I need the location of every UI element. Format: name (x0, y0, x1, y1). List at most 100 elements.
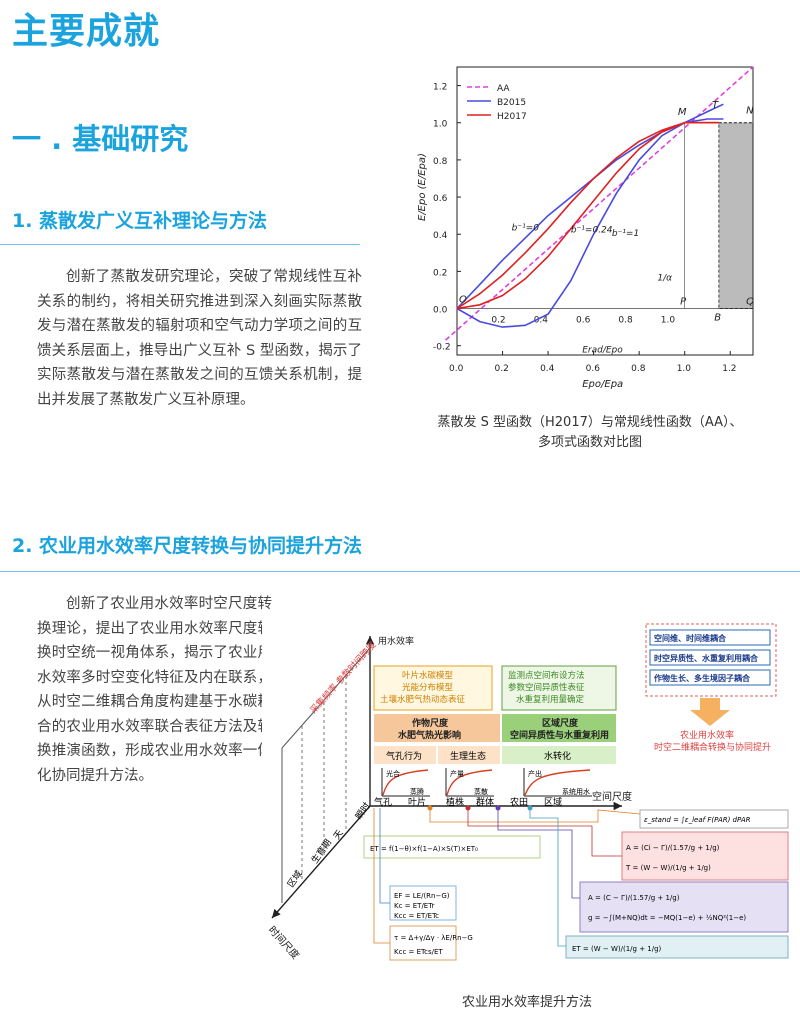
figure-1-caption-line2: 多项式函数对比图 (537, 435, 642, 450)
leaf-model-line: 叶片水碳模型 (402, 670, 454, 681)
connector (379, 808, 390, 904)
formula-box-1 (639, 809, 789, 829)
formula-box-3 (579, 881, 789, 933)
y-tick-label: -0.2 (433, 343, 451, 353)
inner-x-axis-label: Erad/Epo (582, 346, 623, 356)
inner-tick-label: 0.8 (618, 316, 633, 326)
x-tick-label: 1.2 (722, 364, 736, 374)
leaf-model-line: 土壤水肥气热动态表征 (380, 694, 466, 705)
y-tick-label: 0.8 (433, 157, 448, 167)
plot-frame (456, 66, 754, 356)
formula-7b: Kcc = ETcs/ET (394, 948, 443, 956)
leaf-model-box (373, 665, 493, 711)
formula-3b: g = −∫(M+NQ)dt = −MQ(1−e) + ½NQ²(1−e) (588, 914, 746, 922)
panel-ylabel: 光合 (386, 769, 400, 778)
y-tick-label: 1.0 (433, 120, 448, 130)
space-scale-label: 气孔 (374, 796, 392, 808)
panel-title: 水转化 (544, 750, 571, 762)
subsection-1-title: 1. 蒸散发广义互补理论与方法 (12, 210, 268, 232)
arrow-text: 农业用水效率 (680, 729, 734, 741)
subsection-2-divider (0, 571, 800, 572)
region-scale-title: 区域尺度 (542, 717, 579, 729)
y-tick-label: 0.2 (433, 268, 447, 278)
x-tick-label: 0.6 (586, 364, 601, 374)
formula-box-7 (389, 925, 457, 961)
legend-label: B2015 (497, 98, 526, 108)
subsection-2-text: 创新了农业用水效率时空尺度转换理论，提出了农业用水效率尺度转换时空统一视角体系，… (37, 596, 272, 784)
crop-scale-sub: 水肥气热光影响 (398, 729, 461, 741)
monitor-line: 监测点空间布设方法 (508, 670, 585, 681)
point-label: M (678, 107, 687, 118)
b-label: b⁻¹=1 (612, 229, 639, 239)
b-label: b⁻¹=0.24 (571, 225, 613, 235)
space-scale-label: 群体 (476, 796, 494, 808)
coupling-item-label: 作物生长、多生境因子耦合 (654, 673, 751, 683)
formula-box-6 (389, 885, 457, 921)
figure-2-caption: 农业用水效率提升方法 (461, 995, 592, 1010)
x-axis-label: Epo/Epa (582, 379, 623, 390)
y-axis-label: 用水效率 (378, 635, 414, 647)
inner-tick-label: 0.6 (576, 316, 591, 326)
formula-5: ET = f(1−θ)×f(1−A)×S(T)×ET₀ (370, 845, 478, 853)
section-title: 一 . 基础研究 (12, 122, 189, 156)
space-scale-label: 区域 (544, 796, 562, 808)
water-efficiency-diagram: 采集频率 参数时间跨度 用水效率 空间尺度 时间尺度 区域 生育期 天 瞬时 气… (262, 618, 792, 966)
panel-ylabel: 产出 (528, 769, 542, 778)
monitor-line: 参数空间异质性表征 (508, 682, 585, 693)
formula-2b: T = (W − W)/(1/g + 1/g) (625, 864, 711, 872)
down-arrow-icon (690, 698, 730, 726)
coupling-item (649, 669, 771, 686)
x-tick-label: 0.4 (540, 364, 555, 374)
panel-title: 气孔行为 (386, 750, 422, 762)
x-axis-label: 空间尺度 (592, 790, 632, 803)
z-axis-line (271, 805, 371, 919)
figure-1-caption-line1: 蒸散发 S 型函数（H2017）与常规线性函数（AA）、 (437, 415, 743, 430)
x-tick-label: 0.8 (631, 364, 646, 374)
back-edge (281, 647, 371, 749)
coupling-item (649, 649, 771, 666)
formula-2: A = (Ci − Γ)/(1.57/g + 1/g) (626, 844, 720, 852)
connector (467, 808, 622, 857)
x-tick-label: 0.2 (495, 364, 509, 374)
region-scale-box (502, 714, 616, 742)
y-tick-label: 0.0 (433, 306, 448, 316)
coupling-item-label: 时空异质性、水重复利用耦合 (654, 653, 759, 663)
formula-box-5 (363, 835, 541, 859)
space-scale-label: 农田 (510, 796, 528, 808)
sfunction-chart: -0.2 0.0 0.2 0.4 0.6 0.8 1.0 1.2 0.0 0.2 0.4 0.6 0.8… (413, 55, 770, 410)
point-label: O (459, 295, 467, 306)
panel-physiology: 生理生态 产量 蒸散 (438, 746, 500, 797)
point-label: P (680, 297, 687, 308)
shaded-region (718, 122, 754, 310)
connector (373, 808, 390, 944)
y-axis-label: E/Epo (E/Epa) (417, 153, 428, 221)
panel-ylabel: 产量 (450, 769, 464, 778)
time-scale-label: 天 (332, 829, 345, 842)
y-tick-label: 0.6 (433, 194, 448, 204)
connector (529, 808, 566, 947)
page-title: 主要成就 (12, 11, 161, 52)
panel-xlabel: 系统用水 (562, 787, 590, 796)
z-axis-label: 时间尺度 (266, 923, 302, 961)
formula-7: τ = Δ+γ/Δγ · λE/Rn−G (394, 934, 473, 942)
crop-scale-title: 作物尺度 (412, 717, 449, 729)
formula-box-4 (565, 935, 789, 959)
water-efficiency-diagram-svg: 采集频率 参数时间跨度 用水效率 空间尺度 时间尺度 区域 生育期 天 瞬时 气… (266, 623, 789, 962)
coupling-item-label: 空间维、时间维耦合 (654, 633, 727, 643)
sfunction-chart-svg: -0.2 0.0 0.2 0.4 0.6 0.8 1.0 1.2 0.0 0.2 0.4 0.6 0.8… (417, 66, 754, 390)
formula-6c: Kcc = ET/ETc (394, 912, 439, 920)
space-scale-label: 植株 (446, 796, 464, 808)
legend-label: AA (497, 84, 510, 94)
formula-3: A = (C − Γ)/(1.57/g + 1/g) (588, 894, 680, 902)
region-scale-sub: 空间异质性与水重复利用 (510, 729, 609, 741)
subsection-1-text: 创新了蒸散发研究理论，突破了常规线性互补关系的制约，将相关研究推进到深入刻画实际… (37, 269, 362, 408)
inner-tick-label: 0.4 (534, 316, 549, 326)
point-label: B (714, 313, 721, 324)
panel-title: 生理生态 (450, 750, 486, 762)
inner-tick-label: 0.2 (491, 316, 505, 326)
point-label: Q (746, 297, 754, 308)
formula-6: EF = LE/(Rn−G) (394, 892, 450, 900)
panel-stomata: 气孔行为 光合 蒸腾 (374, 746, 436, 797)
space-scale-label: 叶片 (408, 796, 426, 808)
crop-scale-box (374, 714, 500, 742)
